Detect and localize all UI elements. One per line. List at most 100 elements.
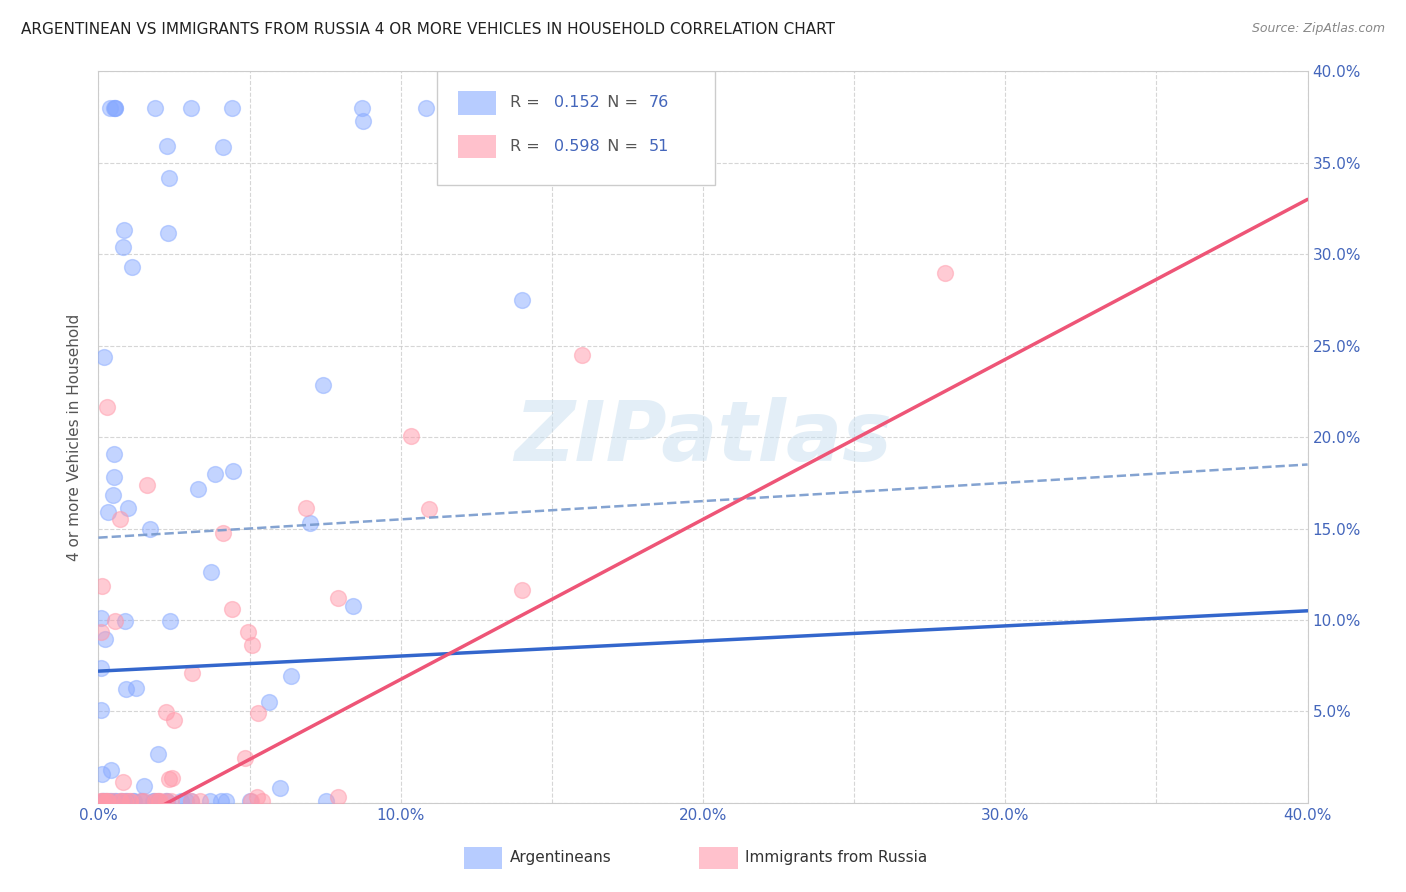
Point [98,794,121,808]
Point [131,794,153,808]
Text: N =: N = [596,95,643,111]
Point [91,794,114,808]
Point [103,470,125,484]
Point [240,638,263,652]
Point [98,101,121,115]
Point [105,794,128,808]
Point [90,794,112,808]
Point [103,447,125,461]
Point [295,500,318,515]
Point [91,794,114,808]
Point [100,794,122,808]
Point [160,794,183,808]
Point [104,101,127,115]
Point [155,794,177,808]
Bar [464,847,502,869]
Point [90,625,112,640]
FancyBboxPatch shape [437,71,716,185]
Point [104,794,127,808]
Point [139,522,162,536]
Point [163,714,186,728]
Point [212,139,235,153]
Point [90,610,112,624]
Bar [457,135,496,159]
Point [90,767,112,781]
Point [156,138,179,153]
Point [312,378,335,392]
Point [415,101,437,115]
Point [155,794,177,808]
Text: N =: N = [596,139,643,154]
Text: 0.598: 0.598 [554,139,600,154]
Point [342,599,364,614]
Point [149,794,172,808]
Point [157,170,180,185]
Point [200,794,222,808]
Point [114,223,136,237]
Point [101,794,124,808]
Point [91,794,114,808]
Point [118,794,141,808]
Point [187,482,209,496]
Point [204,467,226,482]
Point [257,696,280,710]
Point [97,505,120,519]
Point [209,794,232,808]
Point [104,614,127,628]
Point [352,114,374,128]
Point [180,794,202,808]
Point [246,789,269,804]
Text: R =: R = [509,95,544,111]
Point [169,794,191,808]
Bar [699,847,738,869]
Point [510,582,533,597]
Point [114,614,136,628]
Point [155,705,177,719]
Point [146,794,169,808]
Point [90,702,112,716]
Text: ARGENTINEAN VS IMMIGRANTS FROM RUSSIA 4 OR MORE VEHICLES IN HOUSEHOLD CORRELATIO: ARGENTINEAN VS IMMIGRANTS FROM RUSSIA 4 … [21,22,835,37]
Point [239,794,262,808]
Text: 76: 76 [648,95,669,111]
Point [143,101,166,115]
Point [122,794,145,808]
Point [157,772,180,786]
Point [94,632,117,646]
Point [188,794,211,808]
Point [239,794,262,808]
Point [96,400,118,414]
Y-axis label: 4 or more Vehicles in Household: 4 or more Vehicles in Household [67,313,83,561]
Point [148,747,170,762]
Text: ZIPatlas: ZIPatlas [515,397,891,477]
Point [326,591,349,605]
Point [129,794,152,808]
Point [104,101,127,115]
Point [280,669,302,683]
Point [233,750,256,764]
Point [103,101,125,115]
Point [148,794,170,808]
Point [124,681,146,695]
Point [200,565,222,579]
Point [180,101,202,115]
Point [142,794,165,808]
Point [90,661,112,675]
Point [97,794,120,808]
Point [146,794,169,808]
Point [115,794,138,808]
Point [160,771,183,785]
Point [111,794,134,808]
Point [159,614,181,628]
Point [111,775,134,789]
Point [115,794,138,808]
Point [131,794,153,808]
Point [114,794,136,808]
Point [100,763,122,777]
Point [401,428,423,442]
Text: Source: ZipAtlas.com: Source: ZipAtlas.com [1251,22,1385,36]
Text: Argentineans: Argentineans [509,850,612,865]
Point [132,794,155,808]
Point [236,624,259,639]
Point [212,526,235,541]
Point [181,666,204,681]
